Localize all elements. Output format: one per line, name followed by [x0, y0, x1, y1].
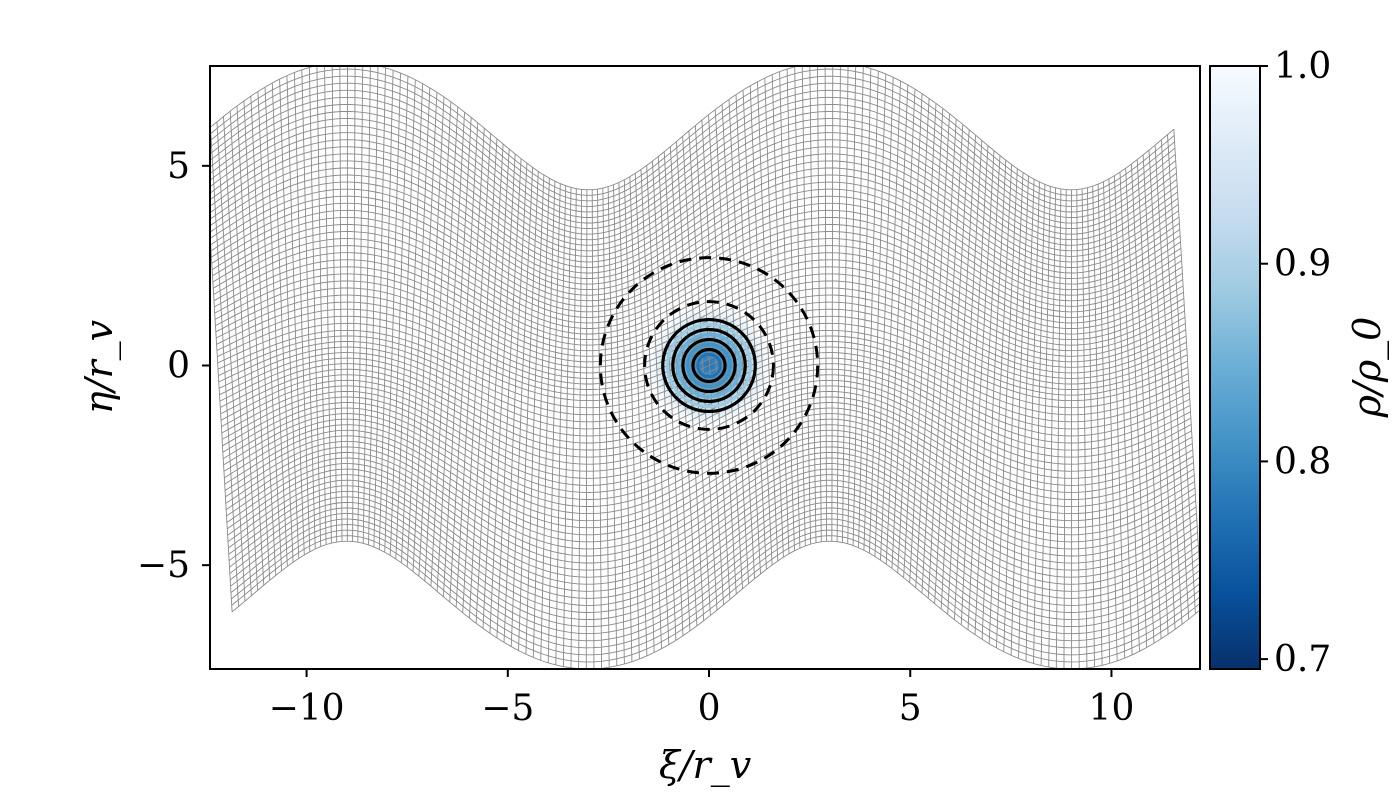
plot-area: [210, 66, 1200, 669]
colorbar-tick-label: 0.9: [1274, 244, 1331, 285]
solid-contour: [691, 347, 727, 384]
x-tick-label: 10: [1089, 688, 1135, 729]
plot-frame: [209, 65, 1201, 670]
colorbar-tick-label: 0.7: [1274, 639, 1331, 680]
x-tick-label: 0: [698, 688, 721, 729]
colorbar-fill: [1210, 66, 1260, 669]
solid-contour: [681, 337, 737, 394]
filled-contour-band: [686, 342, 732, 389]
y-tick-label: −5: [137, 545, 190, 586]
x-tick-label: −5: [481, 688, 534, 729]
filled-contour-band: [676, 332, 742, 399]
deformed-mesh: [210, 66, 1200, 669]
density-contours: [598, 256, 820, 475]
y-axis-ticks: −5 0 5: [137, 146, 210, 586]
colorbar-tick-label: 1.0: [1274, 46, 1331, 87]
colorbar: 0.7 0.8 0.9 1.0 ρ/ρ_0: [1209, 46, 1390, 680]
colorbar-frame: [1209, 65, 1261, 670]
solid-contour: [671, 327, 747, 404]
mesh-horizontal-lines: [210, 66, 1200, 669]
x-axis-ticks: −10 −5 0 5 10: [269, 669, 1135, 729]
colorbar-ticks: 0.7 0.8 0.9 1.0: [1260, 46, 1331, 680]
x-axis-label: ξ/r_v: [659, 743, 752, 788]
y-tick-label: 0: [167, 346, 190, 387]
solid-contour: [661, 317, 757, 414]
dashed-contour: [598, 256, 820, 475]
dashed-contour: [643, 300, 775, 431]
filled-contour-band: [666, 322, 752, 409]
filled-contour-band: [696, 352, 722, 379]
colorbar-label: ρ/ρ_0: [1345, 317, 1390, 419]
x-tick-label: −10: [269, 688, 345, 729]
colorbar-tick-label: 0.8: [1274, 441, 1331, 482]
y-axis-label: η/r_v: [77, 319, 122, 414]
y-tick-label: 5: [167, 146, 190, 187]
x-tick-label: 5: [899, 688, 922, 729]
